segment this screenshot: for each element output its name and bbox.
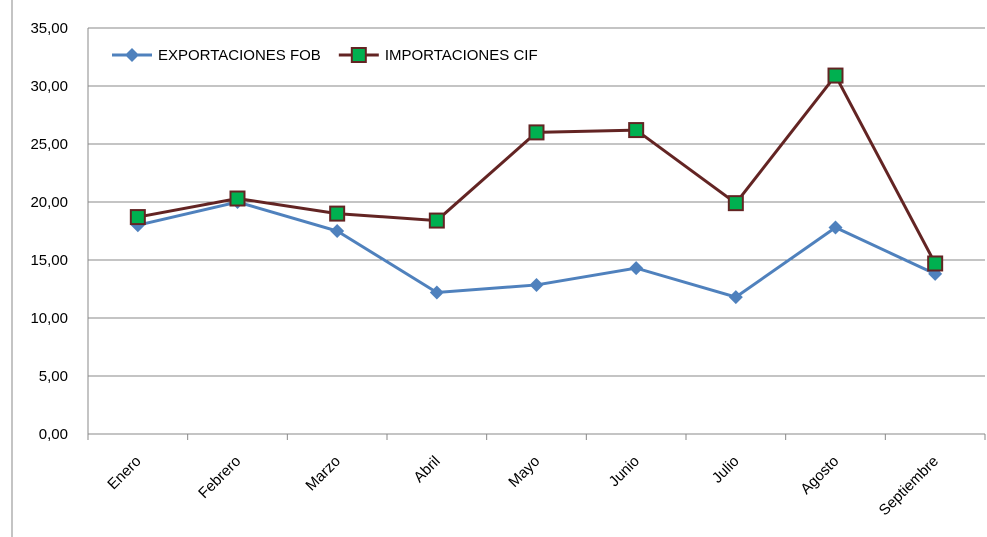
y-tick-label: 10,00 (30, 310, 68, 327)
marker (628, 122, 645, 139)
marker (528, 124, 545, 141)
legend-marker (125, 48, 139, 62)
series-line (137, 72, 937, 265)
legend-label: IMPORTACIONES CIF (385, 47, 538, 64)
marker (229, 190, 246, 207)
marker (330, 224, 345, 238)
y-tick-label: 25,00 (30, 136, 68, 153)
x-tick-label: Junio (606, 453, 643, 490)
x-tick-label: Julio (709, 453, 743, 487)
marker (727, 195, 744, 212)
y-tick-label: 5,00 (39, 368, 68, 385)
marker (827, 67, 844, 84)
marker (428, 212, 445, 229)
legend-marker (350, 47, 367, 63)
marker (927, 255, 944, 272)
marker (529, 277, 544, 292)
marker (728, 290, 743, 305)
legend-label: EXPORTACIONES FOB (158, 47, 321, 64)
y-tick-label: 20,00 (30, 194, 68, 211)
marker (828, 220, 843, 235)
y-tick-label: 15,00 (30, 252, 68, 269)
marker (429, 285, 444, 300)
x-tick-label: Enero (104, 453, 144, 493)
y-tick-label: 0,00 (39, 426, 68, 443)
x-tick-label: Marzo (302, 453, 343, 494)
x-tick-label: Febrero (195, 453, 244, 502)
marker (629, 261, 644, 276)
x-tick-label: Mayo (505, 453, 543, 491)
marker (129, 209, 146, 226)
y-tick-label: 30,00 (30, 78, 68, 95)
y-tick-label: 35,00 (30, 20, 68, 37)
marker (329, 205, 346, 222)
x-tick-label: Septiembre (876, 453, 942, 519)
x-tick-label: Agosto (797, 453, 842, 498)
x-tick-label: Abril (410, 453, 443, 486)
